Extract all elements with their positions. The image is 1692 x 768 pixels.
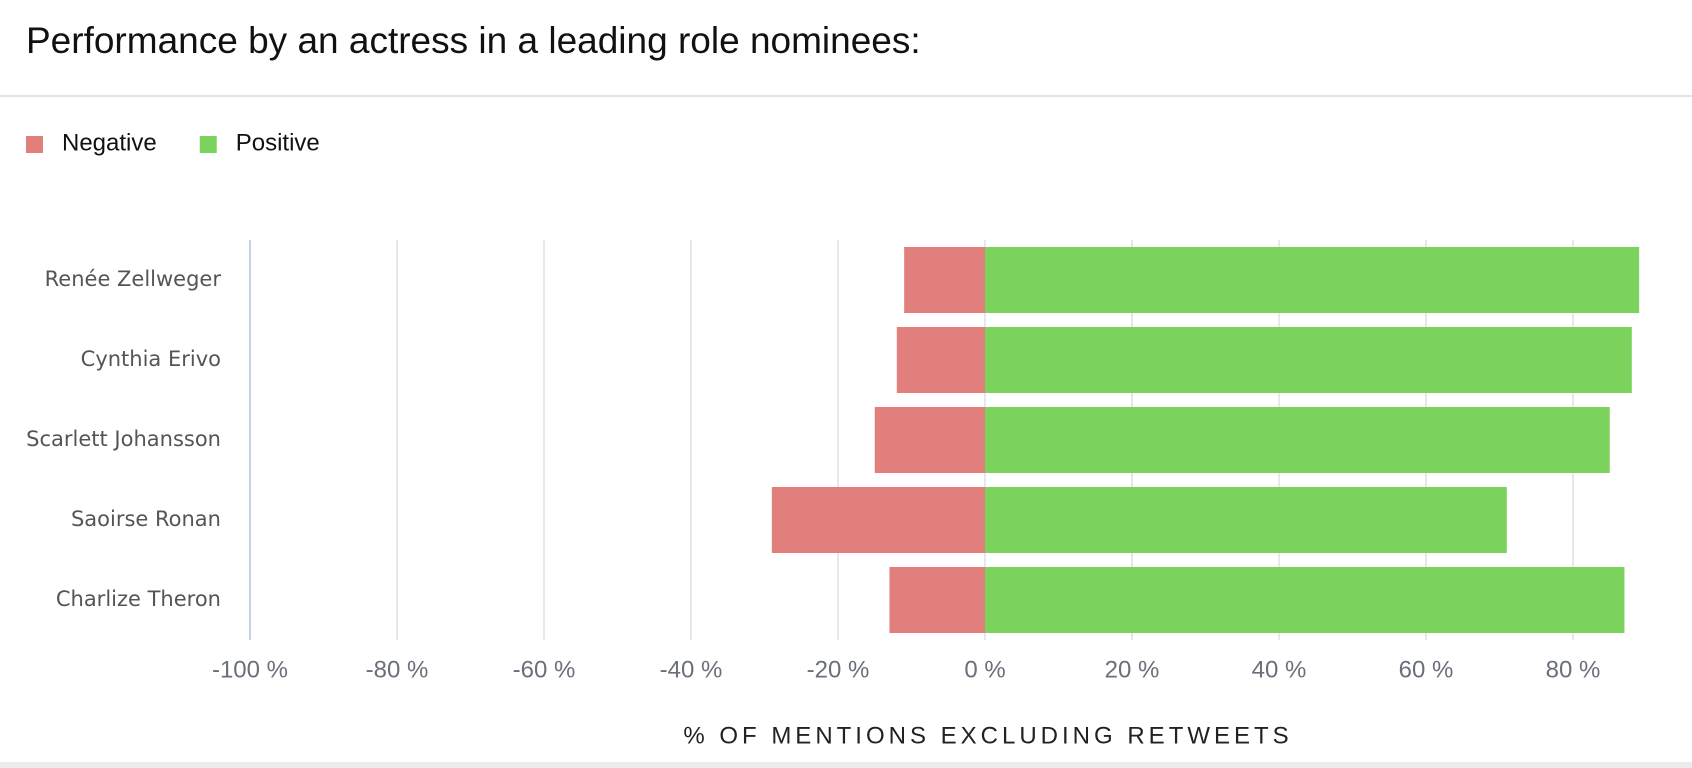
x-tick-label: 60 % [1399,656,1454,683]
x-axis-title: % OF MENTIONS EXCLUDING RETWEETS [683,722,1292,749]
x-tick-label: 0 % [964,656,1005,683]
bar [874,407,985,473]
bar [985,487,1507,553]
bar [985,567,1625,633]
y-tick-label: Renée Zellweger [45,267,222,291]
y-tick-label: Cynthia Erivo [81,347,221,371]
legend-label: Positive [236,129,320,156]
x-tick-label: -20 % [807,656,870,683]
x-tick-label: 40 % [1252,656,1307,683]
y-tick-label: Saoirse Ronan [71,507,221,531]
x-tick-label: -40 % [660,656,723,683]
x-tick-label: -80 % [366,656,429,683]
bar [771,487,985,553]
x-tick-label: -100 % [212,656,288,683]
x-tick-label: 20 % [1105,656,1160,683]
legend-swatch [199,136,217,153]
bar [985,407,1610,473]
x-tick-label: 80 % [1546,656,1601,683]
legend-label: Negative [62,129,157,156]
y-tick-label: Charlize Theron [56,587,221,611]
bottom-edge [0,762,1692,768]
bar [985,327,1632,393]
bar [889,567,985,633]
chart-title: Performance by an actress in a leading r… [26,20,921,61]
y-tick-label: Scarlett Johansson [26,427,221,451]
legend-swatch [26,136,43,153]
bar [904,247,985,313]
x-tick-label: -60 % [513,656,576,683]
bar [896,327,985,393]
bar [985,247,1640,313]
